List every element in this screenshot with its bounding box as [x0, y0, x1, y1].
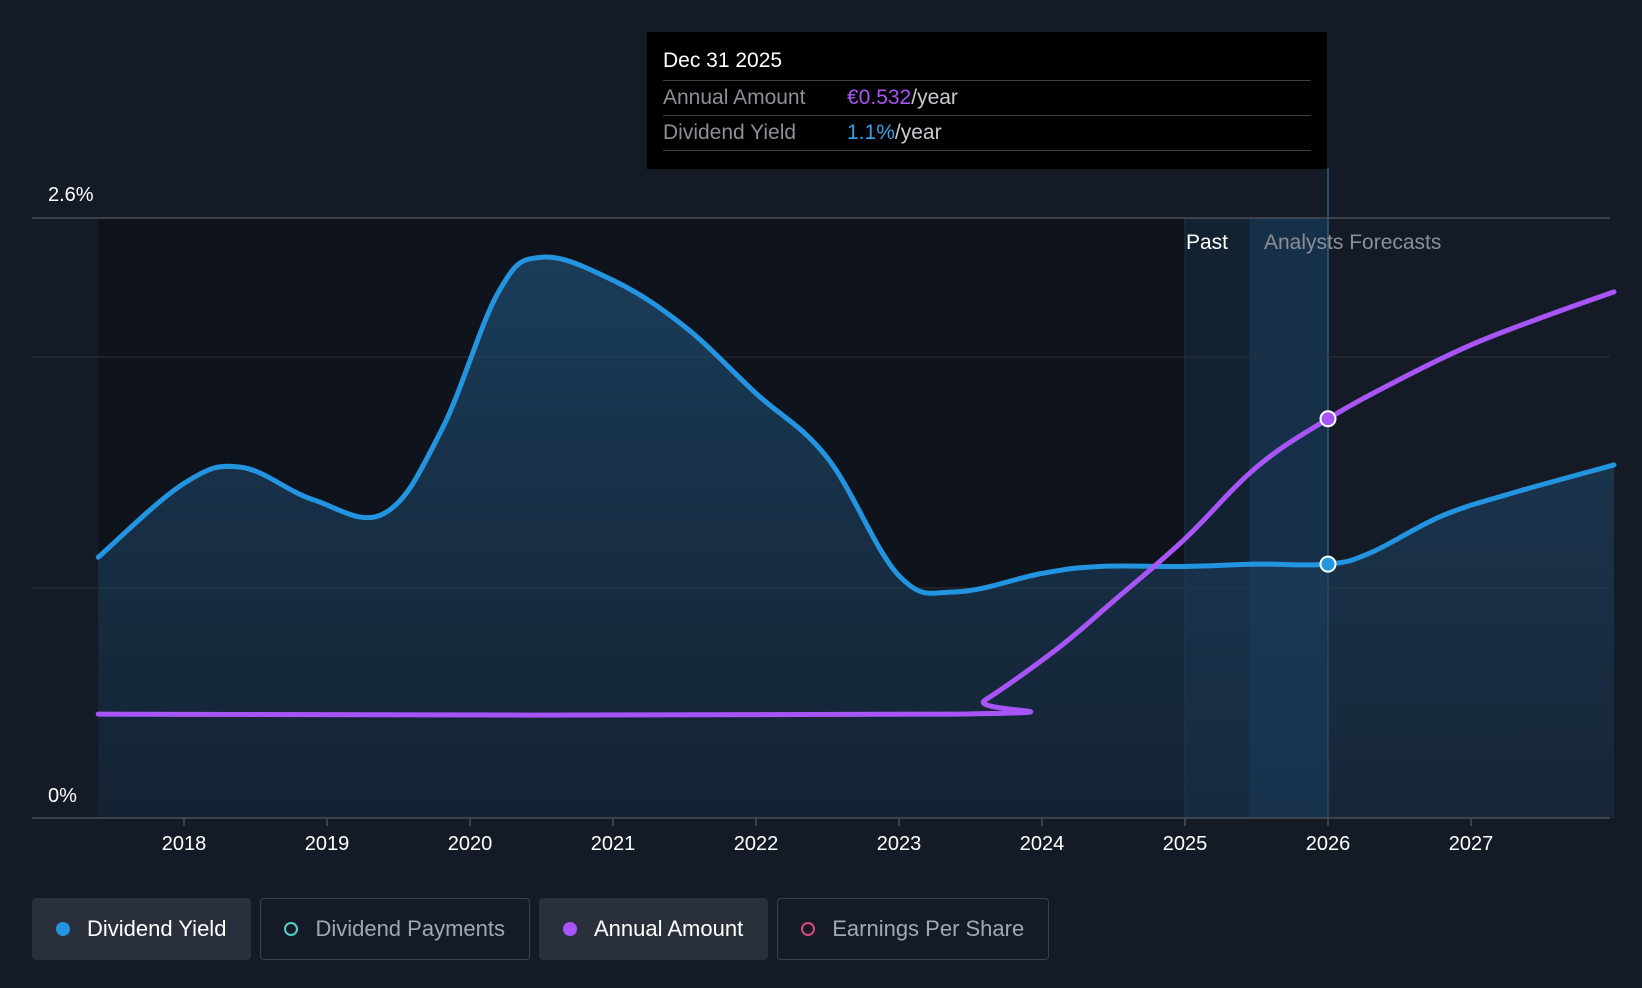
legend-annual-amount[interactable]: Annual Amount	[538, 898, 769, 960]
x-tick-label: 2023	[877, 833, 922, 855]
legend-label: Annual Amount	[593, 916, 744, 941]
x-tick-label: 2018	[162, 833, 207, 855]
y-top-label: 2.6%	[48, 184, 94, 206]
legend-dividend-yield[interactable]: Dividend Yield	[32, 898, 252, 960]
tooltip-value: €0.532	[847, 86, 912, 109]
x-tick-label: 2022	[734, 833, 779, 855]
tooltip-label: Dividend Yield	[663, 121, 797, 144]
legend: Dividend Yield Dividend Payments Annual …	[32, 898, 1058, 960]
x-tick-label: 2019	[305, 833, 350, 855]
tooltip: Dec 31 2025 Annual Amount €0.532 /year D…	[647, 32, 1327, 169]
x-tick-label: 2026	[1306, 833, 1351, 855]
tooltip-unit: /year	[894, 121, 942, 144]
legend-earnings-per-share[interactable]: Earnings Per Share	[777, 898, 1050, 960]
legend-label: Dividend Yield	[87, 916, 227, 941]
forecast-label: Analysts Forecasts	[1264, 231, 1441, 254]
tooltip-value: 1.1%	[847, 121, 895, 144]
tooltip-label: Annual Amount	[663, 86, 806, 109]
hollow-dot-icon	[284, 922, 299, 936]
annual-amount-marker	[1319, 410, 1337, 428]
filled-dot-icon	[562, 922, 577, 936]
x-tick-label: 2025	[1163, 833, 1208, 855]
x-tick-label: 2027	[1449, 833, 1494, 855]
x-tick-label: 2020	[448, 833, 493, 855]
dividend-yield-marker	[1319, 555, 1337, 573]
dividend-yield-area	[98, 257, 1615, 818]
past-label: Past	[1186, 231, 1228, 254]
tooltip-date: Dec 31 2025	[663, 46, 1311, 81]
x-tick-label: 2024	[1020, 833, 1065, 855]
filled-dot-icon	[56, 922, 70, 936]
hollow-dot-icon	[801, 922, 816, 936]
tooltip-unit: /year	[911, 86, 958, 109]
legend-label: Earnings Per Share	[832, 916, 1025, 941]
tooltip-row-annual-amount: Annual Amount €0.532 /year	[663, 81, 1311, 116]
annual-amount-line	[95, 289, 1617, 718]
tooltip-row-dividend-yield: Dividend Yield 1.1% /year	[663, 116, 1311, 151]
x-tick-label: 2021	[591, 833, 636, 855]
legend-dividend-payments[interactable]: Dividend Payments	[260, 898, 530, 960]
legend-label: Dividend Payments	[315, 916, 505, 941]
y-bottom-label: 0%	[48, 785, 77, 807]
